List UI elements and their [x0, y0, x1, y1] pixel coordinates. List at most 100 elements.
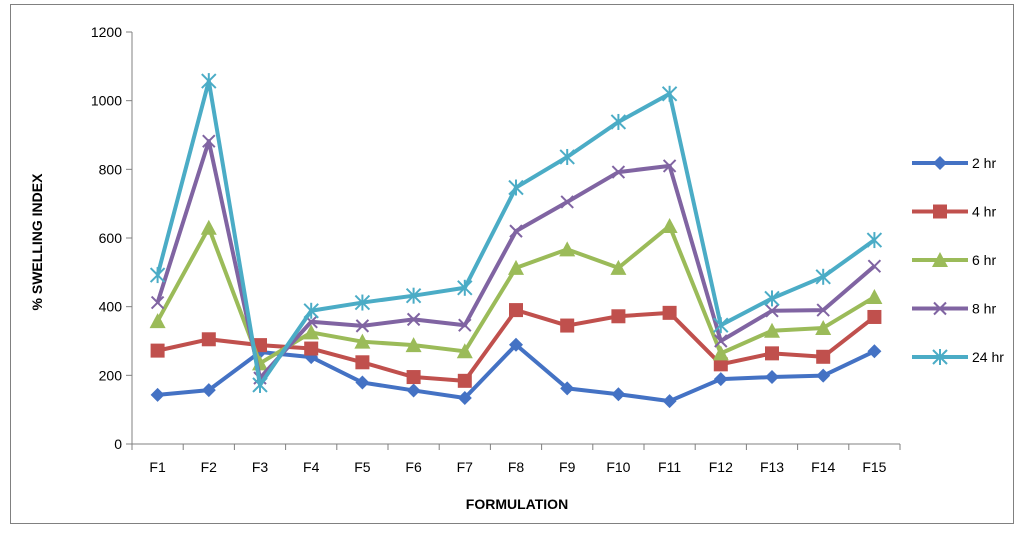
data-point-8-hr: [406, 312, 421, 327]
y-tick-label: 1200: [91, 24, 122, 40]
legend-marker: [932, 349, 948, 365]
data-point-6-hr: [354, 333, 371, 349]
marker-stroke: [933, 301, 947, 316]
series-lines: [149, 73, 883, 409]
data-point-6-hr: [610, 259, 627, 275]
data-point-8-hr: [150, 295, 165, 310]
legend-item-24-hr: 24 hr: [912, 349, 1004, 365]
y-tick-label: 200: [99, 367, 123, 383]
data-point-4-hr: [150, 343, 165, 358]
data-point-6-hr: [661, 217, 678, 233]
data-point-4-hr: [304, 341, 319, 356]
x-tick-label: F8: [508, 459, 525, 475]
data-point-24-hr: [457, 279, 473, 296]
legend-label: 6 hr: [972, 252, 996, 268]
legend-marker: [933, 204, 947, 219]
y-tick-label: 0: [114, 436, 122, 452]
data-point-24-hr: [354, 294, 371, 311]
data-point-8-hr: [662, 159, 677, 173]
data-point-8-hr: [355, 319, 370, 333]
data-point-6-hr: [559, 241, 576, 257]
x-tick-label: F5: [354, 459, 371, 475]
data-point-4-hr: [611, 309, 626, 324]
data-point-8-hr: [509, 224, 523, 238]
data-point-24-hr: [559, 148, 575, 165]
legend-item-4-hr: 4 hr: [912, 204, 996, 220]
data-point-8-hr: [816, 303, 830, 317]
x-tick-label: F14: [811, 459, 835, 475]
marker-stroke: [816, 303, 830, 317]
data-point-8-hr: [458, 318, 472, 332]
series-4-hr: [150, 303, 882, 388]
data-point-4-hr: [867, 309, 882, 324]
x-tick-label: F7: [457, 459, 474, 475]
chart-border: [10, 4, 1014, 524]
data-point-6-hr: [149, 313, 166, 329]
data-point-2-hr: [201, 383, 216, 398]
data-point-24-hr: [866, 232, 883, 249]
data-point-6-hr: [712, 345, 729, 361]
data-point-6-hr: [866, 289, 883, 305]
data-point-24-hr: [508, 179, 524, 196]
data-point-24-hr: [303, 302, 319, 319]
data-point-8-hr: [202, 134, 216, 148]
legend-marker: [933, 156, 947, 170]
marker-stroke: [867, 259, 882, 273]
data-point-2-hr: [611, 387, 626, 402]
data-point-2-hr: [713, 372, 728, 387]
y-tick-label: 1000: [91, 93, 122, 109]
data-point-2-hr: [509, 337, 523, 352]
x-tick-label: F15: [862, 459, 886, 475]
data-point-8-hr: [867, 259, 882, 273]
x-tick-label: F2: [201, 459, 218, 475]
data-point-4-hr: [201, 332, 216, 347]
data-point-24-hr: [661, 85, 678, 102]
x-tick-label: F4: [303, 459, 320, 475]
marker-stroke: [458, 318, 472, 332]
legend-marker: [932, 252, 948, 267]
axes: 0 200 400 600 800 1000 1200 F1 F2 F3 F4 F5 F6 F7 F8 F9 F…: [91, 24, 901, 475]
marker-stroke: [662, 159, 677, 173]
data-point-24-hr: [713, 317, 729, 334]
data-point-4-hr: [355, 355, 370, 370]
data-point-24-hr: [610, 113, 627, 130]
marker-stroke: [406, 312, 421, 327]
y-tick-label: 400: [99, 299, 123, 315]
data-point-24-hr: [815, 268, 831, 285]
data-point-8-hr: [560, 195, 574, 209]
x-tick-label: F3: [252, 459, 269, 475]
x-tick-label: F6: [405, 459, 422, 475]
series-24-hr: [149, 73, 883, 393]
legend-label: 8 hr: [972, 301, 996, 317]
marker-stroke: [611, 165, 626, 179]
marker-stroke: [765, 304, 779, 318]
legend-marker: [933, 301, 947, 316]
data-point-2-hr: [560, 381, 575, 396]
marker-stroke: [202, 134, 216, 148]
data-point-2-hr: [457, 390, 472, 405]
data-point-24-hr: [149, 267, 166, 284]
data-point-24-hr: [252, 376, 268, 393]
x-tick-label: F1: [149, 459, 166, 475]
data-point-4-hr: [816, 349, 831, 364]
series-6-hr: [149, 217, 883, 371]
y-tick-label: 600: [99, 230, 123, 246]
data-point-2-hr: [867, 344, 882, 359]
marker-stroke: [560, 195, 574, 209]
data-point-6-hr: [764, 322, 780, 338]
data-point-4-hr: [509, 303, 523, 318]
data-point-4-hr: [713, 357, 728, 372]
legend-item-6-hr: 6 hr: [912, 252, 996, 268]
data-point-6-hr: [405, 337, 422, 353]
x-tick-label: F11: [658, 459, 681, 475]
legend: 2 hr 4 hr 6 hr 8 hr 24 hr: [912, 155, 1004, 365]
legend-item-2-hr: 2 hr: [912, 155, 996, 171]
data-point-24-hr: [405, 287, 422, 304]
data-point-2-hr: [765, 370, 779, 385]
data-point-24-hr: [764, 290, 780, 307]
data-point-2-hr: [662, 394, 677, 409]
marker-stroke: [150, 295, 165, 310]
legend-item-8-hr: 8 hr: [912, 301, 996, 317]
